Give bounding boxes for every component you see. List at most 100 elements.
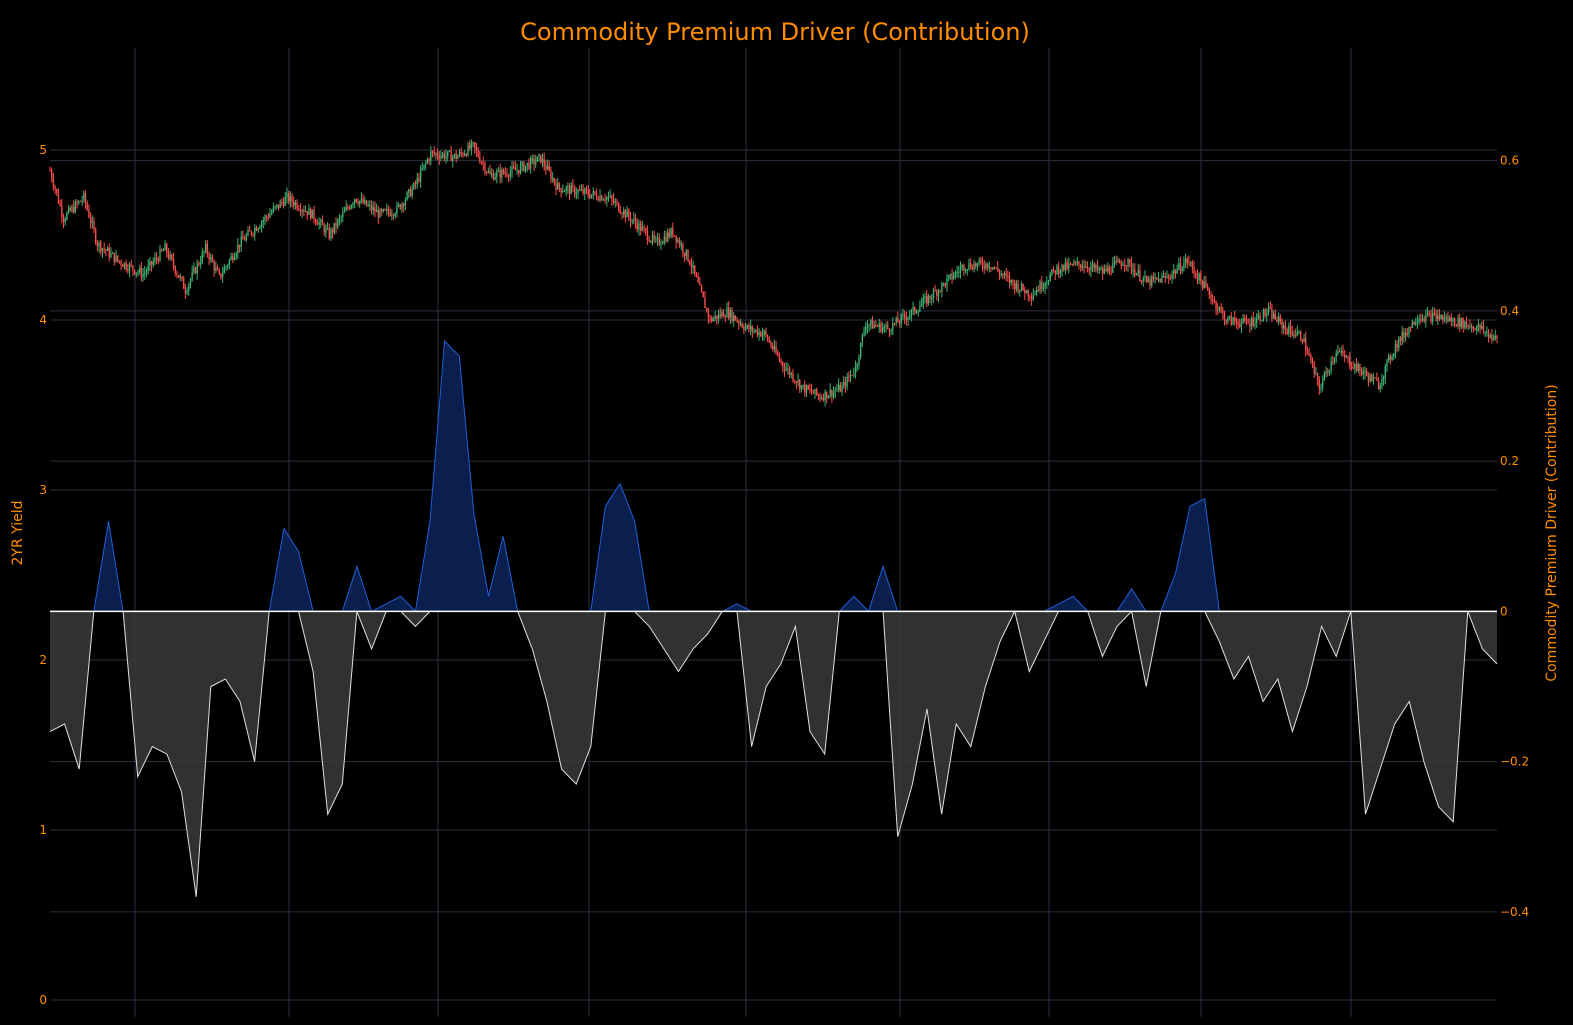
candle-up	[1362, 372, 1364, 375]
candle-up	[294, 202, 297, 206]
y-right-tick-label: 0.6	[1500, 154, 1519, 168]
candle-up	[721, 312, 723, 317]
candle-up	[196, 263, 198, 274]
candle-down	[51, 170, 53, 179]
candle-up	[1203, 281, 1205, 289]
candle-up	[633, 218, 635, 220]
candle-up	[900, 314, 902, 323]
candle-down	[1279, 317, 1282, 321]
candle-down	[277, 204, 280, 208]
candle-up	[343, 210, 346, 213]
candle-up	[1073, 262, 1075, 265]
candle-up	[1151, 276, 1153, 286]
candle-down	[1465, 321, 1468, 326]
candle-up	[966, 269, 968, 271]
candle-up	[946, 278, 948, 287]
candle-up	[941, 283, 943, 292]
candle-down	[1088, 268, 1090, 271]
candle-up	[1100, 268, 1102, 270]
candle-up	[1181, 269, 1183, 272]
candle-down	[1220, 307, 1222, 311]
candle-up	[685, 249, 688, 257]
candle-up	[1386, 360, 1388, 367]
candle-down	[1344, 354, 1346, 358]
candle-down	[1237, 321, 1239, 326]
candle-up	[954, 271, 957, 277]
candle-up	[115, 255, 117, 262]
candle-down	[936, 291, 938, 296]
candle-down	[1276, 319, 1278, 323]
candle-up	[1283, 325, 1285, 329]
candle-down	[1352, 367, 1354, 369]
candle-down	[287, 192, 290, 202]
candle-up	[159, 249, 161, 262]
candle-up	[802, 384, 804, 386]
candle-up	[1147, 279, 1150, 283]
candle-up	[660, 243, 662, 245]
candle-up	[1003, 273, 1006, 276]
candle-down	[176, 273, 178, 275]
candle-up	[580, 189, 583, 191]
candle-up	[1178, 262, 1180, 269]
candle-up	[1262, 309, 1265, 321]
candle-up	[179, 276, 181, 278]
candle-up	[519, 165, 522, 174]
candle-up	[189, 279, 192, 285]
candle-up	[1010, 279, 1012, 283]
candle-up	[359, 200, 361, 205]
candle-down	[174, 266, 176, 274]
candle-down	[1245, 319, 1248, 323]
candle-up	[67, 207, 70, 213]
candle-down	[1052, 269, 1055, 271]
candle-down	[748, 325, 750, 330]
candle-down	[250, 231, 253, 235]
candle-down	[903, 314, 906, 318]
candle-up	[912, 307, 914, 310]
candle-down	[770, 342, 772, 347]
candle-down	[699, 282, 701, 286]
candle-down	[1355, 364, 1358, 371]
candle-up	[445, 155, 447, 159]
candle-up	[623, 210, 625, 215]
candle-up	[345, 207, 347, 211]
candle-up	[394, 213, 396, 216]
candle-down	[612, 199, 615, 203]
candle-up	[1426, 312, 1429, 315]
candle-down	[1037, 290, 1040, 292]
candle-up	[1322, 380, 1324, 388]
candle-up	[834, 390, 836, 392]
candle-down	[888, 328, 891, 332]
candle-up	[1166, 276, 1168, 278]
candle-up	[144, 272, 146, 275]
candle-down	[103, 248, 105, 250]
candle-down	[355, 199, 358, 203]
candle-down	[1071, 263, 1073, 265]
candle-up	[223, 267, 225, 274]
candle-down	[689, 260, 691, 265]
candle-up	[396, 205, 398, 214]
candle-down	[1054, 270, 1056, 275]
candle-up	[1232, 317, 1234, 325]
candle-down	[438, 156, 440, 159]
candle-up	[448, 151, 451, 153]
candle-down	[465, 154, 468, 156]
candle-down	[321, 220, 324, 226]
candle-up	[419, 169, 422, 182]
candle-down	[117, 255, 119, 261]
candle-up	[956, 271, 958, 273]
candle-down	[208, 253, 210, 260]
candle-down	[1195, 273, 1197, 276]
candle-down	[1271, 308, 1273, 319]
candle-down	[206, 243, 209, 254]
candle-down	[934, 290, 936, 292]
candle-down	[303, 210, 305, 212]
candle-up	[1337, 351, 1339, 354]
candle-down	[839, 384, 842, 392]
candle-down	[1008, 276, 1011, 283]
candle-down	[683, 252, 686, 257]
candle-down	[636, 223, 638, 230]
candle-down	[771, 346, 774, 350]
candle-up	[1460, 318, 1463, 327]
candle-up	[1107, 267, 1109, 272]
